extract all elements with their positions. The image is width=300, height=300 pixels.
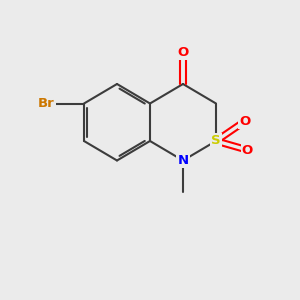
Text: O: O (177, 46, 189, 59)
Text: N: N (177, 154, 189, 167)
Text: Br: Br (38, 97, 55, 110)
Text: S: S (211, 134, 221, 148)
Text: O: O (242, 143, 253, 157)
Text: O: O (239, 115, 250, 128)
